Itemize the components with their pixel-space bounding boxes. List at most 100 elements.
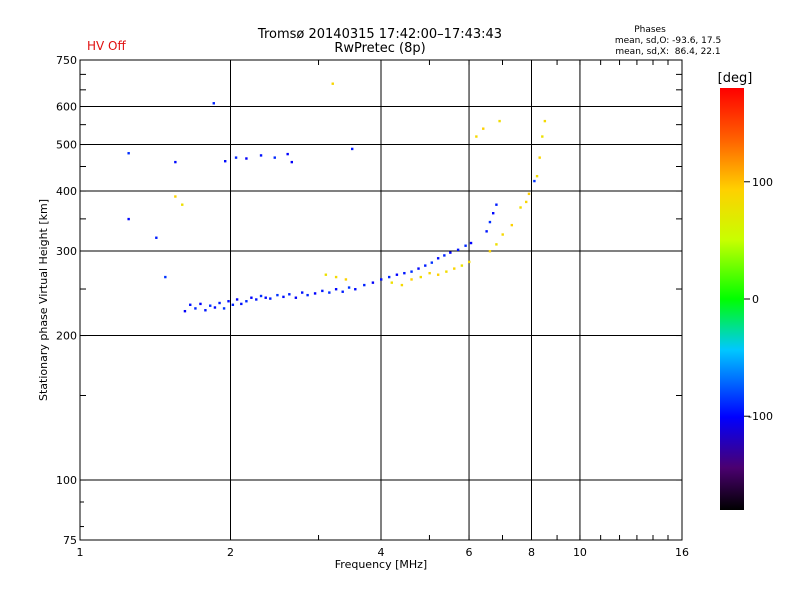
echo-point — [194, 307, 197, 310]
echo-point — [424, 264, 427, 267]
x-tick-label: 16 — [675, 546, 689, 559]
echo-point — [294, 296, 298, 299]
echo-point — [495, 243, 498, 246]
echo-point — [222, 307, 226, 310]
echo-point — [181, 203, 184, 206]
chart-subtitle: RwPretec (8p) — [334, 41, 425, 56]
y-tick-label: 200 — [56, 330, 77, 343]
echo-point — [240, 302, 243, 306]
echo-point — [334, 288, 338, 291]
echo-point — [428, 271, 431, 275]
echo-point — [250, 296, 253, 299]
chart-title: Tromsø 20140315 17:42:00–17:43:43 — [257, 27, 502, 42]
echo-point — [533, 179, 536, 183]
echo-point — [419, 275, 422, 279]
x-tick-labels: 1 2 4 6 8 10 16 — [77, 546, 690, 559]
y-tick-label: 500 — [56, 139, 77, 152]
x-axis-label: Frequency [MHz] — [335, 558, 427, 571]
echo-point — [231, 303, 235, 306]
echo-point — [212, 102, 215, 105]
echo-point — [155, 236, 158, 239]
echo-point — [491, 212, 495, 215]
echo-point — [321, 289, 324, 293]
echo-point — [488, 220, 492, 224]
x-tick-label: 2 — [227, 546, 234, 559]
echo-point — [519, 206, 522, 209]
echo-point — [183, 309, 187, 313]
echo-point — [306, 293, 309, 297]
echo-point — [436, 257, 440, 260]
y-tick-label: 400 — [56, 185, 77, 198]
echo-point — [269, 297, 272, 300]
y-axis-label: Stationary phase Virtual Height [km] — [37, 199, 50, 401]
phase-x-stats: mean, sd,X: 86.4, 22.1 — [615, 47, 720, 57]
echo-point — [341, 290, 344, 293]
echo-point — [218, 301, 221, 305]
y-tick-label: 750 — [56, 54, 77, 67]
x-tick-label: 4 — [378, 546, 385, 559]
colorbar-ticks: 100 0 -100 — [744, 176, 773, 423]
x-tick-label: 10 — [573, 546, 587, 559]
echo-point — [488, 250, 492, 253]
x-tick-label: 8 — [528, 546, 535, 559]
echo-point — [331, 82, 334, 85]
echo-point — [164, 275, 167, 279]
echo-point — [235, 298, 239, 301]
echo-point — [371, 281, 375, 284]
echo-point — [313, 292, 317, 295]
echo-point — [510, 223, 514, 227]
echo-point — [456, 248, 460, 252]
echo-point — [354, 288, 357, 291]
colorbar-tick-label: -100 — [748, 410, 773, 423]
echo-point — [255, 298, 258, 301]
y-tick-label: 300 — [56, 245, 77, 258]
echo-point — [174, 195, 177, 198]
echo-point — [541, 135, 544, 138]
echo-point — [527, 192, 531, 196]
echo-point — [535, 174, 539, 178]
echo-point — [543, 119, 547, 123]
echo-point — [453, 267, 456, 270]
echo-point — [410, 270, 413, 273]
echo-point — [351, 147, 354, 151]
echo-point — [189, 303, 192, 306]
echo-point — [403, 271, 406, 275]
y-tick-label: 100 — [56, 474, 77, 487]
echo-point — [328, 291, 331, 294]
echo-point — [485, 230, 488, 233]
echo-point — [276, 293, 279, 297]
echo-point — [290, 160, 294, 164]
echo-point — [286, 152, 289, 156]
echo-points — [127, 82, 547, 313]
echo-point — [443, 254, 446, 257]
echo-point — [245, 157, 248, 160]
echo-point — [334, 275, 338, 279]
x-tick-label: 6 — [466, 546, 473, 559]
echo-point — [498, 119, 501, 123]
echo-point — [301, 291, 304, 294]
echo-point — [282, 295, 285, 299]
echo-point — [501, 233, 504, 236]
echo-point — [469, 241, 473, 245]
echo-point — [227, 300, 230, 303]
x-tick-label: 1 — [77, 546, 84, 559]
echo-point — [495, 203, 498, 206]
echo-point — [127, 217, 130, 221]
echo-point — [127, 152, 130, 155]
y-tick-label: 600 — [56, 101, 77, 114]
echo-point — [224, 160, 227, 163]
echo-point — [288, 293, 291, 296]
y-tick-label: 75 — [63, 534, 77, 547]
colorbar — [720, 88, 744, 510]
echo-point — [417, 267, 420, 270]
phase-o-stats: mean, sd,O: -93.6, 17.5 — [615, 36, 721, 46]
echo-point — [273, 156, 276, 159]
grid-lines — [80, 60, 682, 540]
echo-point — [199, 302, 202, 306]
echo-point — [468, 260, 471, 264]
echo-point — [430, 261, 434, 264]
echo-point — [436, 273, 440, 276]
echo-point — [363, 283, 366, 287]
echo-point — [400, 283, 404, 287]
